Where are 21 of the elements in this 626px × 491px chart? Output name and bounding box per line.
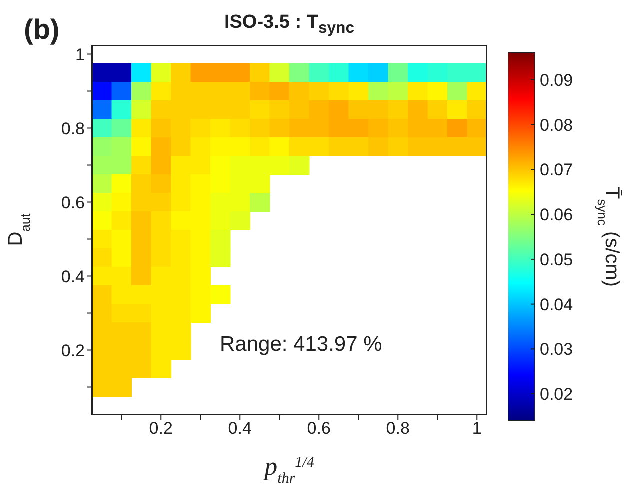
x-tick-label: 1: [472, 419, 482, 438]
x-tick-label: 0.4: [228, 419, 252, 438]
y-tick-label: 1: [76, 45, 85, 64]
y-tick-label: 0.8: [61, 119, 85, 138]
x-tick-label: 0.6: [307, 419, 331, 438]
color-bar-label: 0.03: [540, 340, 574, 360]
color-bar-label: 0.09: [540, 70, 574, 90]
y-tick-label: 0.2: [61, 341, 85, 360]
color-bar-label: 0.07: [540, 160, 574, 180]
color-bar-label: 0.08: [540, 116, 574, 135]
color-bar-label: 0.06: [540, 206, 574, 225]
y-tick-label: 0.4: [61, 267, 85, 286]
color-bar-label: 0.02: [540, 385, 574, 404]
annotation: Range: 413.97 %: [220, 333, 382, 357]
x-tick-label: 0.8: [386, 419, 410, 438]
x-tick-label: 0.2: [149, 419, 173, 438]
color-bar-label: 0.04: [540, 295, 574, 314]
chart-title: ISO-3.5 : T$_{sync}$: [224, 12, 355, 37]
text: (b): [24, 14, 60, 46]
y-tick-label: 0.6: [61, 193, 85, 212]
color-bar-label: 0.05: [540, 250, 574, 270]
